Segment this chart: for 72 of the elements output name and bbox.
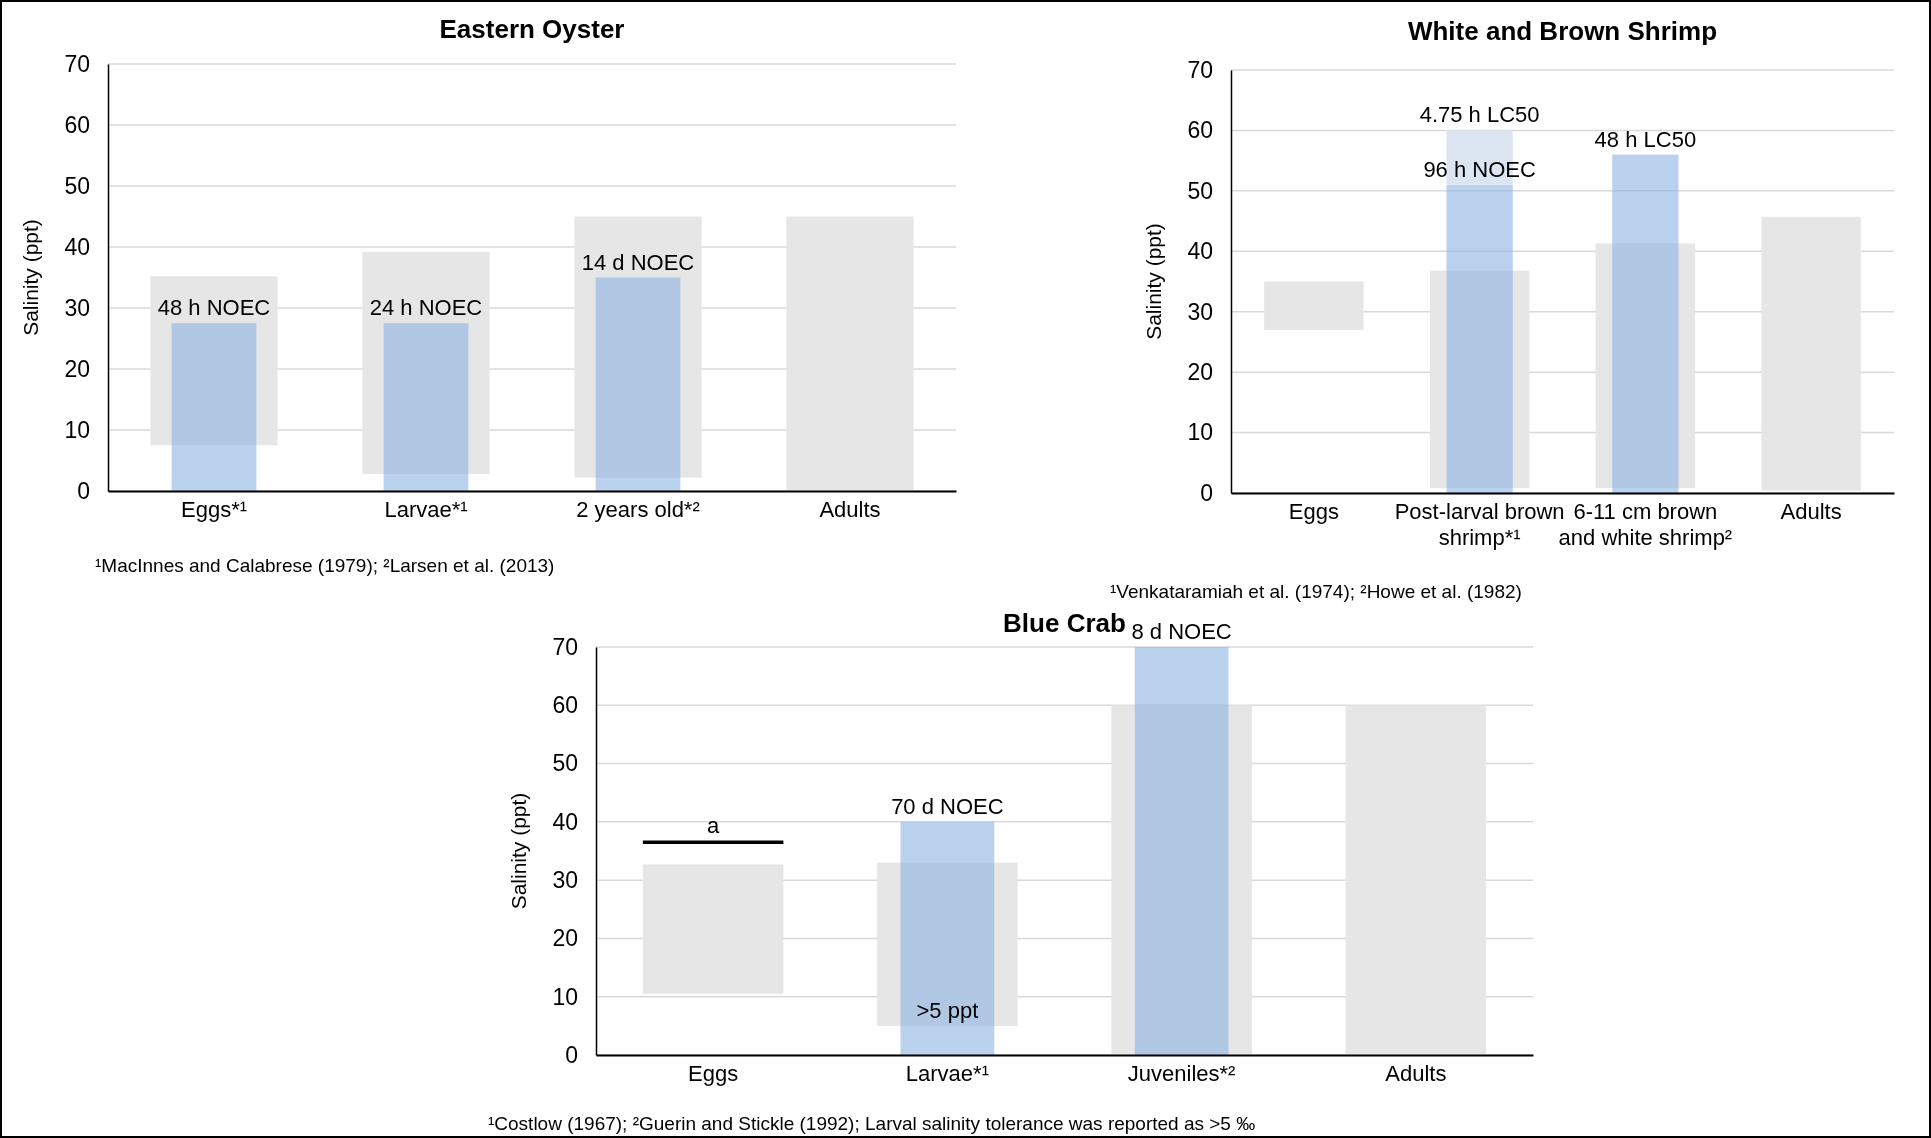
bar xyxy=(1446,184,1513,493)
x-tick-label: Eggs xyxy=(1288,499,1339,524)
y-tick-label: 10 xyxy=(552,983,578,1010)
annotation: 4.75 h LC50 xyxy=(1419,102,1540,128)
y-tick-label: 30 xyxy=(1187,298,1213,325)
bar xyxy=(595,277,681,491)
bar xyxy=(1345,705,1487,1055)
y-tick-label: 10 xyxy=(64,416,90,443)
annotation: 70 d NOEC xyxy=(891,793,1004,819)
y-tick-label: 10 xyxy=(1187,419,1213,446)
chart-title: Eastern Oyster xyxy=(439,14,625,44)
y-tick-label: 60 xyxy=(1187,117,1213,144)
y-tick-label: 50 xyxy=(1187,177,1213,204)
text: ¹Costlow (1967); ²Guerin and Stickle (1992); Larval salinity tolerance was reported as >5 ‰ xyxy=(488,1113,1256,1134)
bar xyxy=(150,276,278,446)
y-axis-title: Salinity (ppt) xyxy=(1142,223,1165,340)
annotation: 24 h NOEC xyxy=(369,295,483,321)
y-axis-title: Salinity (ppt) xyxy=(507,792,530,910)
bar xyxy=(171,323,257,491)
x-tick-label: 2 years old*² xyxy=(576,497,700,522)
annotation: >5 ppt xyxy=(916,997,979,1023)
y-tick-label: 70 xyxy=(552,633,578,660)
bar xyxy=(877,862,1018,1026)
bar xyxy=(1612,154,1679,493)
y-tick-label: 40 xyxy=(64,233,90,260)
x-tick-label: Adults xyxy=(1385,1061,1447,1086)
y-axis-title: Salinity (ppt) xyxy=(19,219,42,336)
bar xyxy=(1761,216,1861,491)
y-tick-label: 20 xyxy=(64,355,90,382)
x-tick-label: Adults xyxy=(819,497,881,522)
bar xyxy=(1595,243,1696,489)
x-tick-label: Eggs*¹ xyxy=(180,497,248,522)
y-tick-label: 30 xyxy=(64,294,90,321)
y-tick-label: 60 xyxy=(552,692,578,719)
bar xyxy=(1429,270,1530,489)
bar xyxy=(786,216,914,491)
chart-title: Blue Crab xyxy=(1003,608,1126,638)
bar xyxy=(1264,281,1364,330)
bar xyxy=(1134,647,1229,1055)
y-tick-label: 0 xyxy=(565,1041,578,1068)
bar xyxy=(1111,705,1252,1055)
y-tick-label: 20 xyxy=(1187,359,1213,385)
x-tick-label: Juveniles*² xyxy=(1127,1061,1236,1086)
y-tick-label: 0 xyxy=(77,477,90,504)
y-tick-label: 30 xyxy=(552,867,578,893)
text: ¹Venkataramiah et al. (1974); ²Howe et al. (1982) xyxy=(1110,581,1522,602)
annotation: 14 d NOEC xyxy=(581,249,695,275)
annotation: 48 h LC50 xyxy=(1594,126,1697,152)
annotation: 96 h NOEC xyxy=(1423,156,1536,182)
annotation: a xyxy=(707,812,720,838)
x-tick-label: Larvae*¹ xyxy=(384,497,468,522)
annotation: 8 d NOEC xyxy=(1131,619,1232,644)
bar xyxy=(362,251,490,474)
y-tick-label: 70 xyxy=(64,50,90,77)
x-tick-label: Eggs xyxy=(688,1061,739,1086)
bar xyxy=(383,323,469,491)
text: ¹MacInnes and Calabrese (1979); ²Larsen et al. (2013) xyxy=(95,555,555,576)
y-tick-label: 20 xyxy=(552,925,578,952)
x-tick-label: Adults xyxy=(1780,499,1842,524)
y-tick-label: 40 xyxy=(1187,238,1213,265)
y-tick-label: 0 xyxy=(1200,479,1213,506)
y-tick-label: 60 xyxy=(64,111,90,138)
chart-title: White and Brown Shrimp xyxy=(1407,16,1718,46)
y-tick-label: 50 xyxy=(552,750,578,777)
bar xyxy=(574,216,702,478)
y-tick-label: 40 xyxy=(552,808,578,835)
y-tick-label: 70 xyxy=(1187,56,1213,83)
bar xyxy=(642,864,784,994)
y-tick-label: 50 xyxy=(64,172,90,199)
annotation: 48 h NOEC xyxy=(157,295,271,321)
bar xyxy=(900,821,995,1055)
x-tick-label: Larvae*¹ xyxy=(905,1061,989,1086)
